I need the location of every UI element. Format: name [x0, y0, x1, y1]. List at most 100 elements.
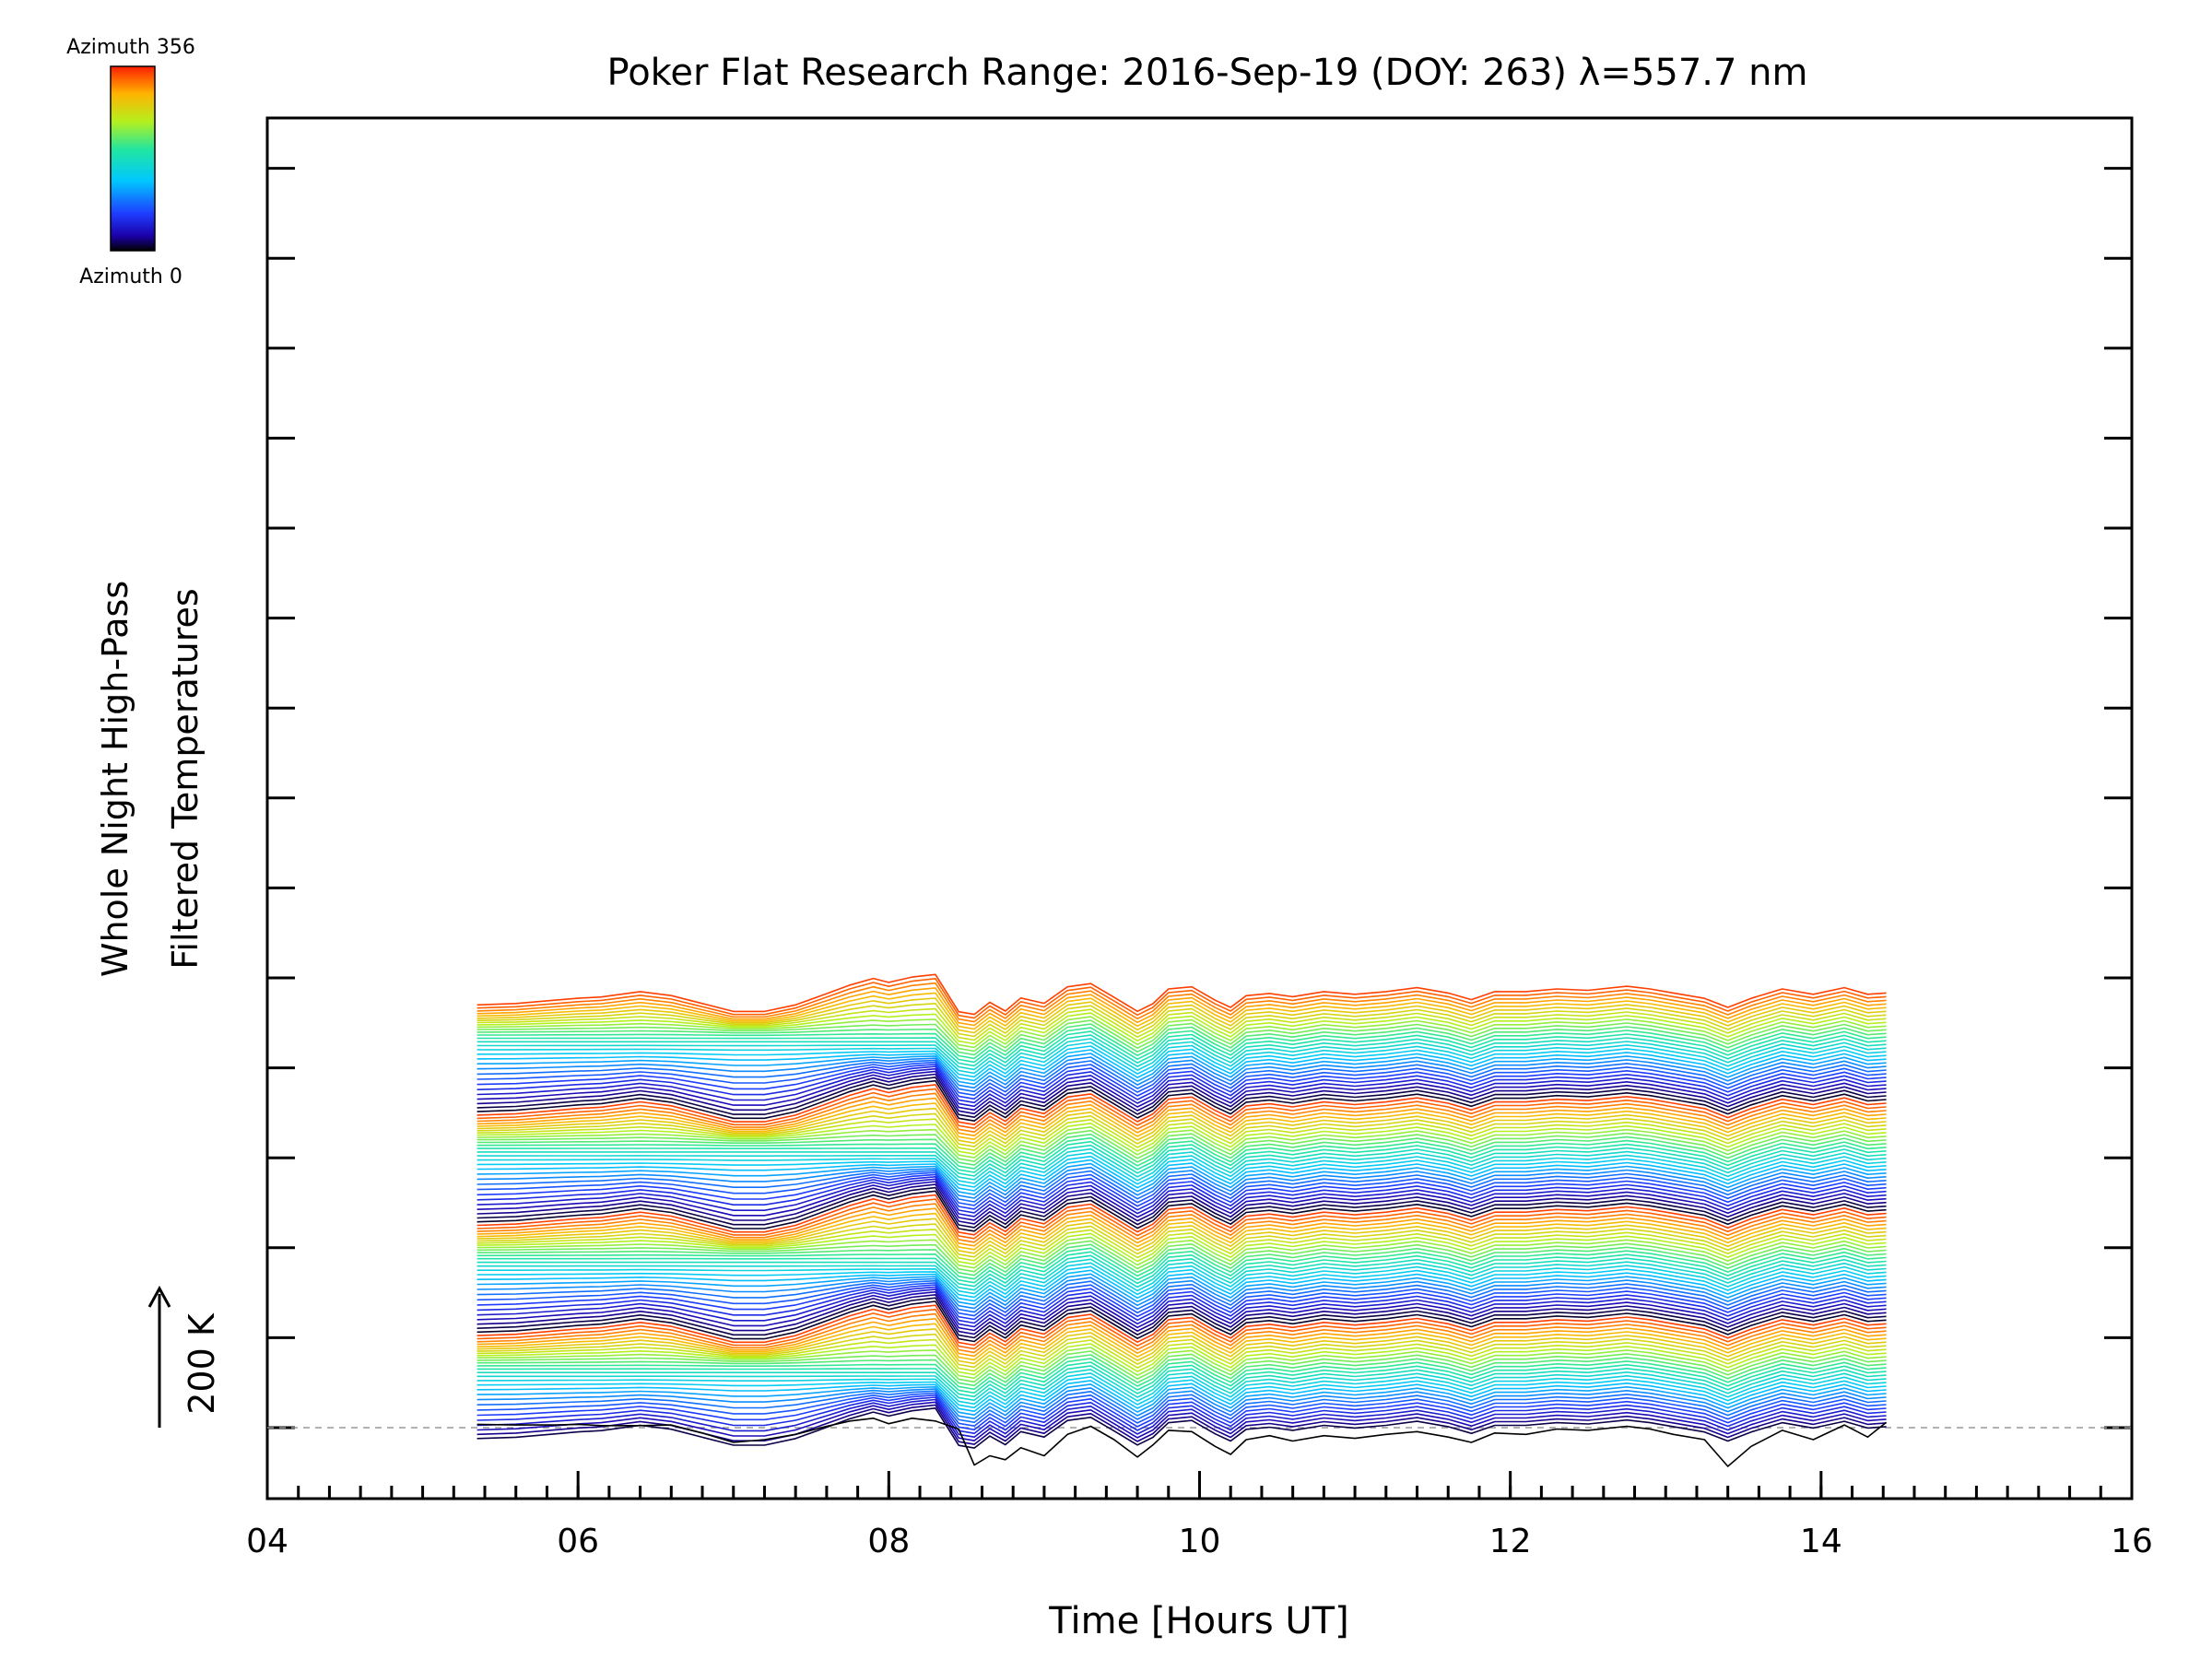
series-line [477, 1053, 1887, 1086]
series-line [477, 1262, 1887, 1295]
series-line [477, 1361, 1887, 1394]
series-line [477, 1279, 1887, 1313]
series-line [477, 1118, 1887, 1151]
series-line [477, 1045, 1887, 1078]
series-line [477, 1129, 1887, 1162]
scale-bar-label: 200 K [182, 1312, 222, 1415]
series-line [477, 1304, 1887, 1347]
series-line [477, 1404, 1887, 1445]
series-line [477, 1019, 1887, 1053]
series-line [477, 1064, 1887, 1100]
series-line [477, 1181, 1887, 1221]
series-line [477, 1092, 1887, 1133]
series-line [477, 1140, 1887, 1173]
series-line [477, 1387, 1887, 1419]
series-line [477, 1380, 1887, 1412]
series-line [477, 1166, 1887, 1199]
series-line [477, 1273, 1887, 1306]
series-line [477, 1383, 1887, 1416]
scale-bar-arrow-head [147, 1285, 171, 1308]
series-line [477, 1077, 1887, 1118]
series-line [477, 1038, 1887, 1071]
series-line [477, 1247, 1887, 1280]
series-line [477, 1147, 1887, 1181]
series-line [477, 1144, 1887, 1177]
series-line [477, 1308, 1887, 1350]
series-line [477, 1254, 1887, 1288]
series-line [477, 992, 1887, 1030]
x-tick-label: 12 [1489, 1523, 1532, 1560]
series-line [477, 1312, 1887, 1354]
series-line [477, 1240, 1887, 1273]
series-line [477, 1269, 1887, 1302]
series-line [477, 1300, 1887, 1343]
series-line [477, 1194, 1887, 1236]
series-line [477, 1284, 1887, 1321]
series-line [477, 1212, 1887, 1251]
series-line [477, 1265, 1887, 1299]
x-major-ticks [265, 1471, 2134, 1499]
series-line [477, 973, 1887, 1016]
x-tick-label: 04 [246, 1523, 288, 1560]
series-line [477, 982, 1887, 1023]
series-line [477, 1023, 1887, 1056]
series-line [477, 1178, 1887, 1218]
series-line [477, 1343, 1887, 1376]
series-line [477, 1073, 1887, 1115]
series-line [477, 1171, 1887, 1206]
series-line [477, 1243, 1887, 1277]
series-line [477, 1297, 1887, 1339]
series-line [477, 1112, 1887, 1147]
series-line [477, 1162, 1887, 1195]
x-tick-label: 10 [1179, 1523, 1221, 1560]
x-tick-label: 16 [2111, 1523, 2153, 1560]
series-line [477, 1223, 1887, 1258]
series-line [477, 1065, 1887, 1104]
series-line [477, 1376, 1887, 1409]
series-line [477, 1198, 1887, 1240]
series-line [477, 1369, 1887, 1402]
series-line [477, 1034, 1887, 1067]
series-group [477, 973, 1888, 1467]
series-line [477, 1418, 1888, 1467]
series-line [477, 1176, 1887, 1214]
series-line [477, 1328, 1887, 1365]
series-line [477, 1347, 1887, 1380]
series-line [477, 1070, 1887, 1112]
series-line [477, 1288, 1887, 1328]
series-line [477, 1107, 1887, 1144]
series-line [477, 1277, 1887, 1310]
series-line [477, 1290, 1887, 1332]
series-line [477, 1155, 1887, 1188]
series-line [477, 1236, 1887, 1269]
series-line [477, 1136, 1887, 1170]
series-line [477, 1294, 1887, 1335]
x-tick-label: 14 [1800, 1523, 1842, 1560]
colorbar-bottom-label: Azimuth 0 [79, 265, 182, 288]
chart-title: Poker Flat Research Range: 2016-Sep-19 (… [607, 52, 1808, 94]
series-line [477, 1207, 1887, 1247]
series-line [477, 997, 1887, 1034]
series-line [477, 1016, 1887, 1049]
series-line [477, 1358, 1887, 1391]
series-line [477, 1041, 1887, 1075]
series-line [477, 1398, 1887, 1438]
series-line [477, 1049, 1887, 1082]
x-tick-label: 06 [557, 1523, 599, 1560]
series-line [477, 1232, 1887, 1265]
colorbar: Azimuth 356 Azimuth 0 [66, 36, 195, 288]
series-line [477, 1333, 1887, 1369]
y-axis-label-line2: Filtered Temperatures [165, 588, 206, 969]
series-line [477, 1123, 1887, 1155]
y-ticks [267, 167, 2132, 1430]
series-line [477, 1056, 1887, 1089]
series-line [477, 1088, 1887, 1129]
series-line [477, 1067, 1887, 1108]
x-axis-label: Time [Hours UT] [1048, 1600, 1348, 1642]
series-line [477, 1159, 1887, 1192]
series-line [477, 1079, 1887, 1122]
series-line [477, 1186, 1887, 1229]
colorbar-top-label: Azimuth 356 [66, 36, 195, 59]
series-line [477, 978, 1887, 1019]
